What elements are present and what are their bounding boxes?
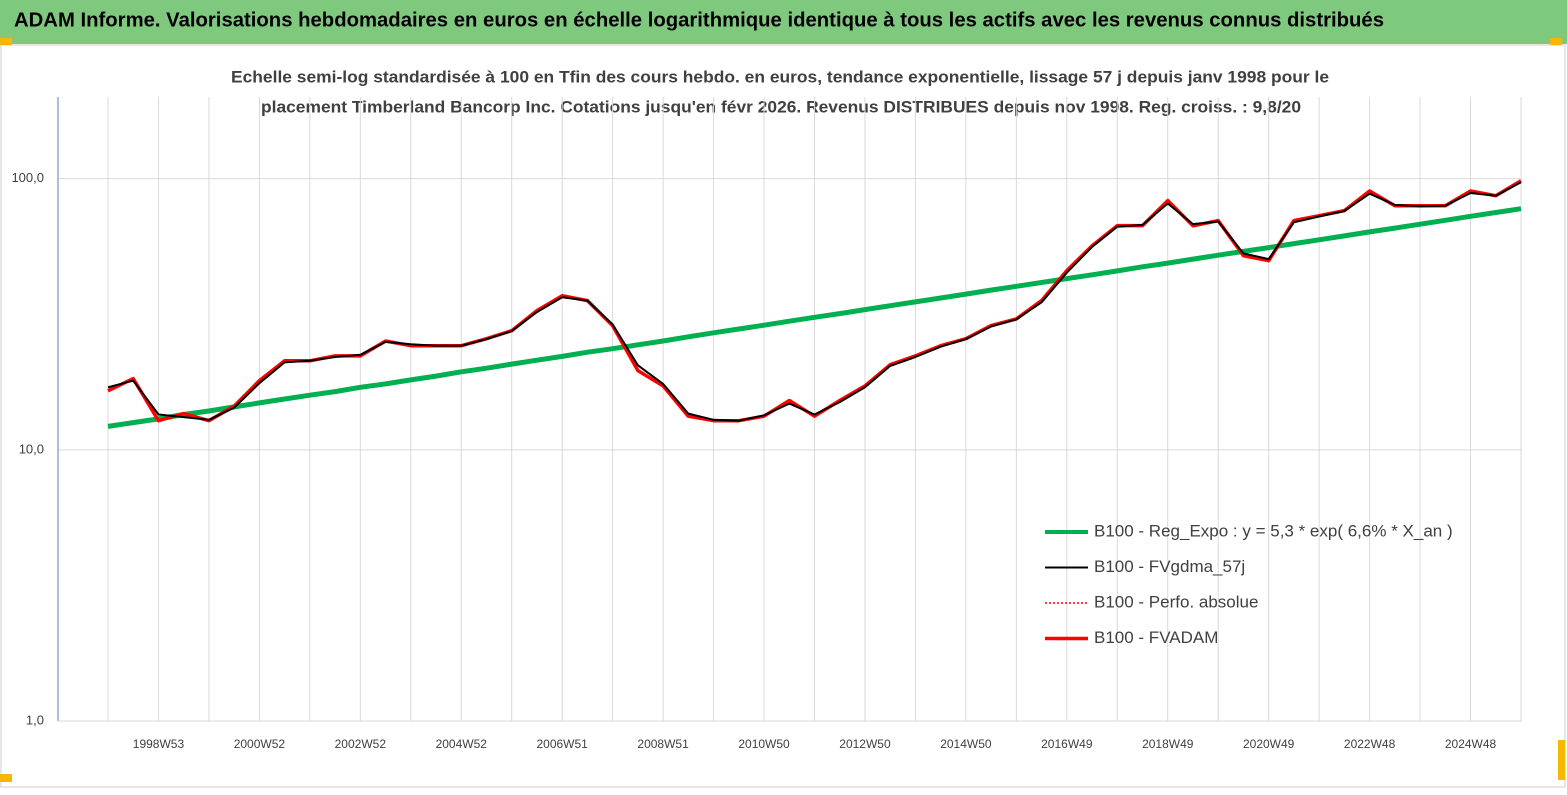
- x-tick-label: 2020W49: [1243, 737, 1295, 751]
- chart-subtitle: placement Timberland Bancorp Inc. Cotati…: [261, 97, 1301, 116]
- plot-area: [107, 179, 1522, 429]
- legend-label: B100 - FVgdma_57j: [1094, 557, 1245, 576]
- x-tick-label: 2008W51: [637, 737, 689, 751]
- corner: [1550, 38, 1562, 45]
- x-tick-label: 2010W50: [738, 737, 790, 751]
- legend-label: B100 - Reg_Expo : y = 5,3 * exp( 6,6% * …: [1094, 521, 1453, 540]
- chart-subtitle: Echelle semi-log standardisée à 100 en T…: [231, 67, 1329, 86]
- corner: [1558, 740, 1565, 780]
- series-line: [107, 181, 1522, 422]
- x-tick-label: 2014W50: [940, 737, 992, 751]
- y-tick-label: 100,0: [11, 170, 44, 185]
- panel-border: [0, 44, 1566, 788]
- y-tick-label: 10,0: [19, 441, 44, 456]
- corner: [0, 38, 12, 45]
- x-tick-label: 2024W48: [1445, 737, 1497, 751]
- header-bar: [0, 0, 1567, 44]
- chart-title: ADAM Informe. Valorisations hebdomadaire…: [14, 9, 1384, 31]
- x-tick-label: 2018W49: [1142, 737, 1194, 751]
- x-tick-label: 1998W53: [133, 737, 185, 751]
- legend-label: B100 - FVADAM: [1094, 628, 1218, 647]
- legend-label: B100 - Perfo. absolue: [1094, 592, 1258, 611]
- x-tick-label: 2012W50: [839, 737, 891, 751]
- x-tick-label: 2022W48: [1344, 737, 1396, 751]
- x-tick-label: 2000W52: [234, 737, 286, 751]
- x-tick-label: 2004W52: [436, 737, 488, 751]
- x-tick-label: 2006W51: [536, 737, 588, 751]
- legend: B100 - Reg_Expo : y = 5,3 * exp( 6,6% * …: [1045, 521, 1453, 647]
- x-tick-label: 2016W49: [1041, 737, 1093, 751]
- y-tick-label: 1,0: [26, 712, 44, 727]
- grid: 1,0 10,0 100,0 1998W53 2000W52 2002W52 2004W52…: [11, 97, 1522, 751]
- corner: [0, 774, 12, 782]
- x-tick-label: 2002W52: [335, 737, 387, 751]
- series-line: [107, 206, 1522, 429]
